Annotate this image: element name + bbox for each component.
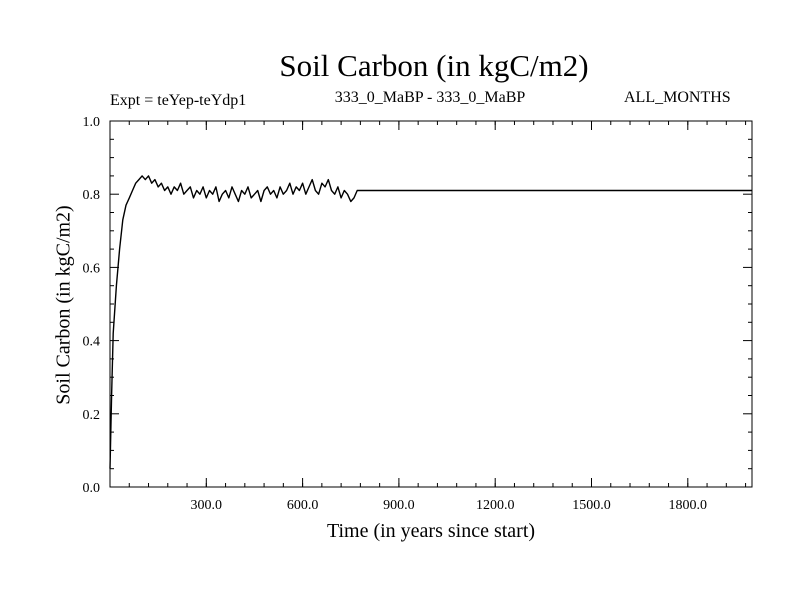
- experiment-label: Expt = teYep-teYdp1: [110, 92, 247, 109]
- x-tick-label: 900.0: [383, 498, 415, 513]
- chart-title: Soil Carbon (in kgC/m2): [279, 48, 589, 83]
- x-tick-label: 1200.0: [476, 498, 515, 513]
- x-axis-label: Time (in years since start): [326, 520, 536, 542]
- plot-frame: [109, 120, 753, 488]
- x-tick-label: 1500.0: [572, 498, 611, 513]
- y-tick-label: 1.0: [83, 115, 101, 130]
- series-line: [109, 175, 752, 469]
- months-label: ALL_MONTHS: [624, 89, 731, 106]
- period-label: 333_0_MaBP - 333_0_MaBP: [334, 89, 526, 106]
- y-tick-label: 0.6: [83, 261, 101, 276]
- series-layer: [109, 175, 752, 469]
- y-tick-label: 0.0: [83, 481, 101, 496]
- x-tick-label: 600.0: [287, 498, 319, 513]
- y-tick-label: 0.8: [83, 188, 101, 203]
- y-tick-label: 0.2: [83, 408, 101, 423]
- axis-ticks: 300.0 600.0 900.0 1200.0 1500.0 1800.0 0.0 0.2 0…: [83, 115, 752, 513]
- x-tick-label: 1800.0: [669, 498, 708, 513]
- y-tick-label: 0.4: [83, 335, 101, 350]
- x-tick-label: 300.0: [191, 498, 223, 513]
